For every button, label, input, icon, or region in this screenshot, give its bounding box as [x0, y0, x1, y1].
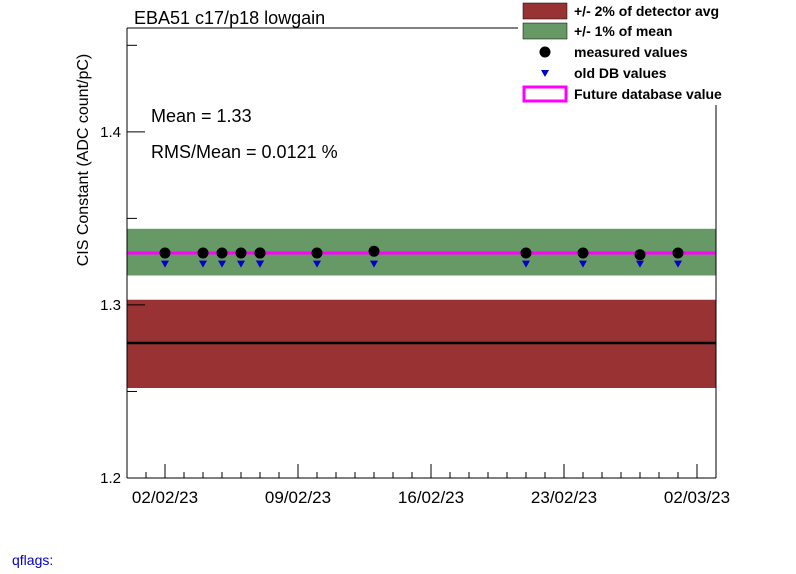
legend-label: +/- 1% of mean	[574, 23, 672, 39]
measured-point	[235, 247, 247, 259]
old-db-point	[199, 260, 207, 268]
mean-annotation: Mean = 1.33	[151, 106, 252, 126]
rms-annotation: RMS/Mean = 0.0121 %	[151, 142, 338, 162]
measured-point	[216, 247, 228, 259]
y-tick-label: 1.4	[100, 124, 121, 141]
legend-label: +/- 2% of detector avg	[574, 3, 719, 19]
axis-ticks-layer: 1.2 1.3 1.4 02/02/23 09/02/23 16/02/23 23/02/2…	[100, 44, 730, 507]
qflags-label: qflags:	[12, 552, 54, 568]
x-tick-label: 02/02/23	[132, 488, 198, 507]
x-tick-label: 23/02/23	[531, 488, 597, 507]
legend-label: measured values	[574, 44, 688, 60]
old-db-point	[522, 260, 530, 268]
legend: +/- 2% of detector avg +/- 1% of mean meas…	[518, 0, 796, 105]
legend-swatch-box	[522, 22, 568, 40]
measured-point	[520, 247, 532, 259]
legend-swatch-outline	[522, 85, 568, 103]
old-db-point	[636, 260, 644, 268]
measured-point	[254, 247, 266, 259]
legend-label: old DB values	[574, 65, 667, 81]
old-db-point	[237, 260, 245, 268]
measured-point	[197, 247, 209, 259]
old-db-point	[218, 260, 226, 268]
measured-point	[634, 249, 646, 261]
y-tick-label: 1.2	[100, 470, 121, 487]
old-db-point	[370, 260, 378, 268]
measured-point	[672, 247, 684, 259]
old-db-point	[579, 260, 587, 268]
old-db-point	[674, 260, 682, 268]
data-points-layer	[159, 245, 684, 268]
measured-point	[159, 247, 171, 259]
y-tick-label: 1.3	[100, 297, 121, 314]
measured-point	[368, 245, 380, 257]
old-db-point	[313, 260, 321, 268]
x-tick-label: 16/02/23	[398, 488, 464, 507]
old-db-point	[161, 260, 169, 268]
x-tick-label: 09/02/23	[265, 488, 331, 507]
old-db-point	[256, 260, 264, 268]
legend-label: Future database value	[574, 86, 722, 102]
measured-point	[311, 247, 323, 259]
measured-point	[577, 247, 589, 259]
chart-title: EBA51 c17/p18 lowgain	[134, 8, 325, 28]
legend-swatch-box	[522, 2, 568, 20]
legend-swatch-triangle	[541, 70, 549, 77]
y-axis-label: CIS Constant (ADC count/pC)	[75, 54, 92, 267]
x-tick-label: 02/03/23	[664, 488, 730, 507]
legend-swatch-circle	[539, 46, 551, 58]
